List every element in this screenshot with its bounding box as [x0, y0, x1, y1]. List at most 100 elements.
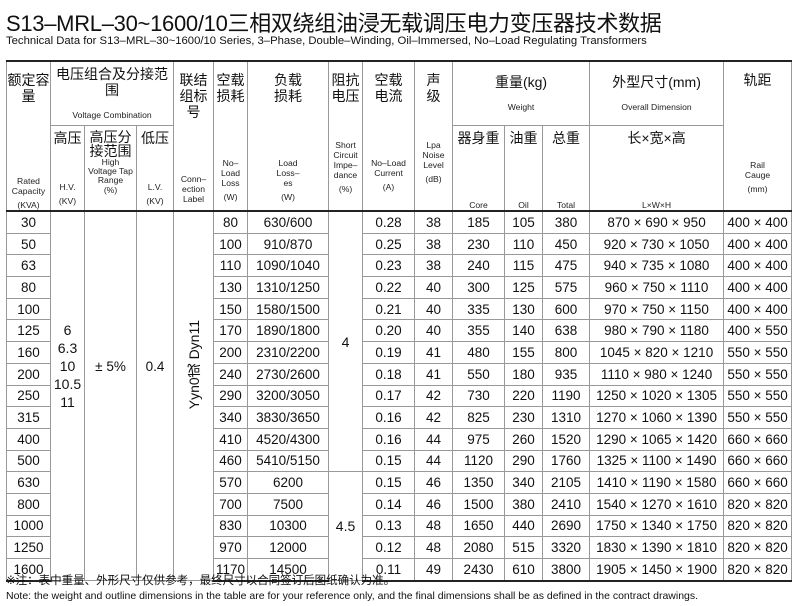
noise-cell: 44: [414, 427, 454, 451]
capacity-cell: 400: [6, 427, 51, 451]
connection-label: Yyn0或 Dyn11: [185, 319, 202, 410]
table-row: 500 460 5410/5150 0.15 44 1120 290 1760 1325 × 1…: [6, 449, 793, 473]
noload-current-cell: 0.25: [362, 232, 416, 256]
oil-weight-cell: 340: [504, 471, 544, 494]
noload-loss-cell: 100: [213, 232, 249, 256]
dimension-cell: 1905 × 1450 × 1900: [589, 557, 725, 582]
noload-current-cell: 0.16: [362, 427, 416, 451]
dimension-cell: 870 × 690 × 950: [589, 210, 725, 234]
impedance-cell: 4: [328, 210, 364, 473]
header-capacity: 额定容量 Rated Capacity (KVA): [6, 60, 51, 212]
noload-current-cell: 0.18: [362, 362, 416, 386]
lv-cell: 0.4: [135, 210, 175, 582]
noload-current-cell: 0.28: [362, 210, 416, 234]
noload-current-cell: 0.12: [362, 536, 416, 559]
oil-weight-cell: 610: [504, 557, 544, 582]
capacity-cell: 200: [6, 362, 51, 386]
core-weight-cell: 1650: [452, 514, 506, 538]
table-row: 30 6 6.3 10 10.5 11 ± 5% 0.4 Yyn0或 Dyn11 80 630/60…: [6, 210, 793, 582]
table-row: 125 170 1890/1800 0.20 40 355 140 638 980 × 790 …: [6, 319, 793, 343]
header-rail: 轨距 Rail Cauge (mm): [723, 60, 793, 212]
total-weight-cell: 575: [542, 276, 591, 299]
hv-value: 11: [60, 394, 75, 411]
total-weight-cell: 1310: [542, 406, 591, 429]
header-lv: 低压 L.V. (KV): [135, 124, 175, 212]
capacity-cell: 30: [6, 210, 51, 234]
rail-gauge-cell: 820 × 820: [723, 492, 793, 516]
noload-loss-cell: 410: [213, 427, 249, 451]
core-weight-cell: 240: [452, 254, 506, 278]
dimension-cell: 1540 × 1270 × 1610: [589, 492, 725, 516]
rail-gauge-cell: 400 × 400: [723, 232, 793, 256]
capacity-cell: 100: [6, 297, 51, 321]
header-core: 器身重 Core: [452, 124, 506, 212]
load-loss-cell: 4520/4300: [247, 427, 330, 451]
core-weight-cell: 1350: [452, 471, 506, 494]
hv-cell: 6 6.3 10 10.5 11: [50, 210, 85, 582]
total-weight-cell: 3320: [542, 536, 591, 559]
total-weight-cell: 2690: [542, 514, 591, 538]
connection-cell: Yyn0或 Dyn11: [173, 210, 215, 582]
dimension-cell: 1830 × 1390 × 1810: [589, 536, 725, 559]
noload-current-cell: 0.15: [362, 471, 416, 494]
noise-cell: 42: [414, 384, 454, 408]
noload-current-cell: 0.23: [362, 254, 416, 278]
table-row: 250 290 3200/3050 0.17 42 730 220 1190 1250 × 10…: [6, 384, 793, 408]
total-weight-cell: 2410: [542, 492, 591, 516]
noise-cell: 40: [414, 297, 454, 321]
load-loss-cell: 3200/3050: [247, 384, 330, 408]
total-weight-cell: 3800: [542, 557, 591, 582]
load-loss-cell: 1310/1250: [247, 276, 330, 299]
noload-loss-cell: 290: [213, 384, 249, 408]
dimension-cell: 1325 × 1100 × 1490: [589, 449, 725, 473]
note-english: Note: the weight and outline dimensions …: [6, 590, 699, 602]
dimension-cell: 1110 × 980 × 1240: [589, 362, 725, 386]
core-weight-cell: 2080: [452, 536, 506, 559]
capacity-cell: 250: [6, 384, 51, 408]
load-loss-cell: 7500: [247, 492, 330, 516]
tap-range-cell: ± 5%: [84, 210, 137, 582]
header-lwh: 长×宽×高 L×W×H: [589, 124, 725, 212]
oil-weight-cell: 180: [504, 362, 544, 386]
capacity-cell: 50: [6, 232, 51, 256]
core-weight-cell: 550: [452, 362, 506, 386]
load-loss-cell: 6200: [247, 471, 330, 494]
header-tap: 高压分接范围 High Voltage Tap Range (%): [84, 124, 137, 212]
load-loss-cell: 1890/1800: [247, 319, 330, 343]
capacity-cell: 160: [6, 341, 51, 364]
header-impedance: 阻抗电压 Short Circuit Impe–dance (%): [328, 60, 364, 212]
hv-value: 10.5: [53, 376, 82, 393]
noise-cell: 49: [414, 557, 454, 582]
oil-weight-cell: 125: [504, 276, 544, 299]
core-weight-cell: 2430: [452, 557, 506, 582]
dimension-cell: 1410 × 1190 × 1580: [589, 471, 725, 494]
total-weight-cell: 1190: [542, 384, 591, 408]
load-loss-cell: 630/600: [247, 210, 330, 234]
capacity-cell: 80: [6, 276, 51, 299]
capacity-cell: 63: [6, 254, 51, 278]
oil-weight-cell: 110: [504, 232, 544, 256]
dimension-cell: 1250 × 1020 × 1305: [589, 384, 725, 408]
core-weight-cell: 1120: [452, 449, 506, 473]
page-subtitle: Technical Data for S13–MRL–30~1600/10 Se…: [6, 35, 647, 47]
noload-current-cell: 0.17: [362, 384, 416, 408]
dimension-cell: 1045 × 820 × 1210: [589, 341, 725, 364]
dimension-cell: 1290 × 1065 × 1420: [589, 427, 725, 451]
dimension-cell: 960 × 750 × 1110: [589, 276, 725, 299]
noise-cell: 41: [414, 341, 454, 364]
dimension-cell: 980 × 790 × 1180: [589, 319, 725, 343]
load-loss-cell: 910/870: [247, 232, 330, 256]
load-loss-cell: 1090/1040: [247, 254, 330, 278]
noload-loss-cell: 340: [213, 406, 249, 429]
hv-value: 6.3: [57, 340, 78, 357]
load-loss-cell: 3830/3650: [247, 406, 330, 429]
oil-weight-cell: 105: [504, 210, 544, 234]
note-chinese: ※注：表中重量、外形尺寸仅供参考，最终尺寸以合同签订后图纸确认为准。: [6, 575, 396, 587]
header-connection: 联结组标号 Conn–ection Label: [173, 60, 215, 212]
noload-loss-cell: 80: [213, 210, 249, 234]
hv-value: 6: [63, 322, 72, 339]
rail-gauge-cell: 820 × 820: [723, 557, 793, 582]
capacity-cell: 1600: [6, 557, 51, 582]
noise-cell: 40: [414, 276, 454, 299]
capacity-cell: 1250: [6, 536, 51, 559]
